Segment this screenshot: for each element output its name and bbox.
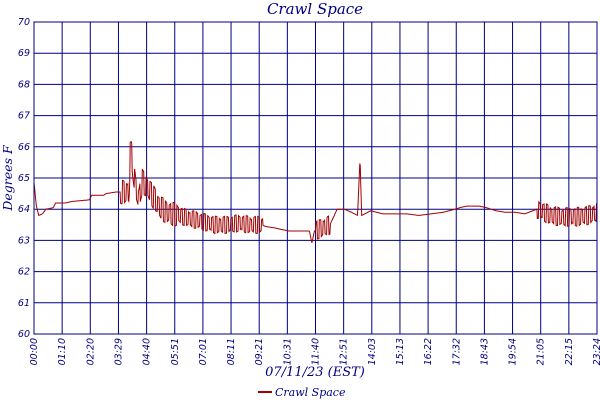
y-tick-label: 67 xyxy=(18,111,30,122)
x-tick-label: 08:11 xyxy=(226,338,237,365)
y-tick-label: 70 xyxy=(18,17,30,28)
x-tick-label: 00:00 xyxy=(29,338,40,365)
x-tick-label: 16:22 xyxy=(423,338,434,365)
y-tick-label: 62 xyxy=(18,267,30,278)
x-tick-label: 14:03 xyxy=(367,338,378,365)
legend: Crawl Space xyxy=(258,386,346,399)
x-tick-label: 05:51 xyxy=(170,338,181,365)
x-tick-label: 19:54 xyxy=(508,338,519,365)
x-tick-label: 15:13 xyxy=(395,338,406,365)
y-tick-label: 60 xyxy=(18,329,30,340)
x-tick-label: 18:43 xyxy=(479,338,490,365)
y-axis-ticks: 60 61 62 63 64 65 66 67 68 69 70 xyxy=(18,17,30,340)
y-tick-label: 66 xyxy=(18,142,30,153)
x-tick-label: 22:15 xyxy=(564,338,575,365)
x-tick-label: 12:51 xyxy=(339,338,350,365)
x-tick-label: 21:05 xyxy=(536,338,547,365)
series-line-crawl-space xyxy=(33,140,598,243)
y-tick-label: 69 xyxy=(18,48,30,59)
x-axis-ticks: 00:00 01:10 02:20 03:29 04:40 05:51 07:01 08:11… xyxy=(29,338,600,365)
y-axis-label: Degrees F xyxy=(0,144,15,212)
x-tick-label: 07:01 xyxy=(198,338,209,365)
chart-title: Crawl Space xyxy=(267,0,363,18)
y-tick-label: 63 xyxy=(18,235,30,246)
y-tick-label: 65 xyxy=(18,173,30,184)
x-tick-label: 03:29 xyxy=(113,338,124,365)
x-tick-label: 09:21 xyxy=(254,338,265,365)
x-tick-label: 10:31 xyxy=(282,338,293,365)
x-tick-label: 04:40 xyxy=(142,338,153,365)
legend-label-crawl-space: Crawl Space xyxy=(275,386,346,399)
x-tick-label: 11:40 xyxy=(311,338,322,365)
x-axis-label: 07/11/23 (EST) xyxy=(265,365,365,380)
y-tick-label: 61 xyxy=(18,298,30,309)
x-tick-label: 17:32 xyxy=(451,338,462,365)
y-tick-label: 68 xyxy=(18,79,30,90)
grid-lines xyxy=(33,21,598,335)
y-tick-label: 64 xyxy=(18,204,30,215)
plot-area-border xyxy=(33,21,598,335)
x-tick-label: 02:20 xyxy=(85,338,96,365)
x-tick-label: 23:24 xyxy=(592,338,600,365)
x-tick-label: 01:10 xyxy=(57,338,68,365)
